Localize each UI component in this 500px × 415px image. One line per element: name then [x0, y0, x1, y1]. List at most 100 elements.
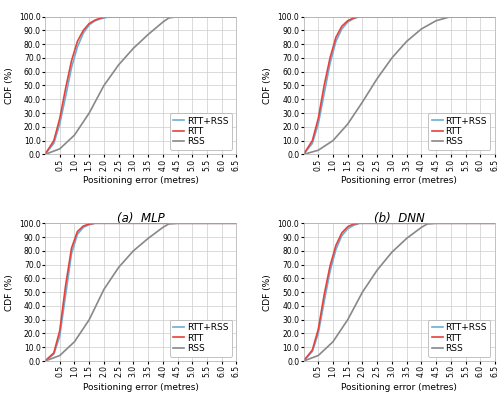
- Line: RTT+RSS: RTT+RSS: [45, 17, 236, 154]
- RTT: [321, 293, 327, 298]
- Line: RTT: RTT: [45, 17, 236, 154]
- Text: (a)  MLP: (a) MLP: [117, 212, 164, 225]
- Y-axis label: CDF (%): CDF (%): [263, 67, 272, 104]
- Line: RSS: RSS: [304, 17, 495, 154]
- RSS: [234, 14, 239, 19]
- RTT: [315, 327, 321, 332]
- RSS: [404, 236, 409, 241]
- RSS: [418, 27, 424, 32]
- RTT: [492, 14, 498, 19]
- X-axis label: Positioning error (metres): Positioning error (metres): [342, 176, 457, 185]
- RTT: [42, 152, 48, 157]
- RTT: [492, 221, 498, 226]
- RSS: [315, 353, 321, 358]
- RTT: [356, 221, 362, 226]
- RSS: [360, 100, 366, 105]
- RSS: [86, 317, 92, 322]
- RSS: [492, 221, 498, 226]
- Line: RSS: RSS: [304, 223, 495, 361]
- RTT+RSS: [315, 122, 321, 127]
- RTT: [344, 224, 350, 229]
- RSS: [330, 138, 336, 143]
- RTT: [327, 56, 333, 61]
- RSS: [72, 339, 78, 344]
- RSS: [344, 317, 350, 322]
- RTT: [92, 17, 98, 22]
- RSS: [330, 339, 336, 344]
- Line: RSS: RSS: [45, 17, 236, 154]
- RTT: [339, 230, 345, 235]
- RTT+RSS: [92, 221, 98, 226]
- RTT+RSS: [68, 251, 74, 256]
- RTT+RSS: [350, 223, 356, 228]
- RSS: [130, 46, 136, 51]
- RTT+RSS: [315, 331, 321, 336]
- RTT: [51, 138, 57, 143]
- RTT+RSS: [327, 61, 333, 66]
- RTT+RSS: [74, 44, 80, 49]
- RTT+RSS: [234, 221, 239, 226]
- RSS: [116, 265, 121, 270]
- RTT+RSS: [86, 22, 92, 27]
- RTT+RSS: [62, 94, 68, 99]
- Line: RTT+RSS: RTT+RSS: [304, 17, 495, 154]
- RTT: [74, 39, 80, 44]
- RSS: [130, 248, 136, 253]
- RSS: [166, 15, 172, 20]
- RSS: [424, 222, 430, 227]
- RTT: [80, 28, 86, 33]
- RTT+RSS: [56, 334, 62, 339]
- RSS: [344, 122, 350, 127]
- RTT+RSS: [350, 16, 356, 21]
- RTT: [321, 83, 327, 88]
- X-axis label: Positioning error (metres): Positioning error (metres): [83, 383, 198, 392]
- RTT+RSS: [68, 65, 74, 70]
- RTT+RSS: [80, 225, 86, 230]
- RTT: [116, 14, 121, 19]
- RTT: [56, 328, 62, 333]
- RTT+RSS: [92, 18, 98, 23]
- RTT: [80, 224, 86, 229]
- RTT+RSS: [333, 39, 339, 44]
- Y-axis label: CDF (%): CDF (%): [4, 274, 14, 310]
- RTT: [362, 14, 368, 19]
- RSS: [174, 221, 180, 226]
- RTT+RSS: [362, 221, 368, 226]
- RTT: [339, 24, 345, 29]
- Y-axis label: CDF (%): CDF (%): [263, 274, 272, 310]
- RSS: [448, 14, 454, 19]
- RTT+RSS: [321, 91, 327, 96]
- RTT: [86, 21, 92, 26]
- X-axis label: Positioning error (metres): Positioning error (metres): [342, 383, 457, 392]
- RTT+RSS: [344, 226, 350, 231]
- RSS: [145, 32, 151, 37]
- RSS: [42, 152, 48, 157]
- RSS: [234, 221, 239, 226]
- RSS: [418, 225, 424, 230]
- RTT: [62, 283, 68, 288]
- RSS: [86, 110, 92, 115]
- RTT+RSS: [310, 349, 316, 354]
- RTT: [310, 138, 316, 143]
- RTT+RSS: [492, 221, 498, 226]
- RTT+RSS: [62, 293, 68, 298]
- RTT: [362, 221, 368, 226]
- RTT: [104, 14, 110, 19]
- RTT+RSS: [104, 15, 110, 20]
- Text: (b)  DNN: (b) DNN: [374, 212, 424, 225]
- RSS: [116, 62, 121, 67]
- Legend: RTT+RSS, RTT, RSS: RTT+RSS, RTT, RSS: [428, 320, 490, 356]
- RSS: [101, 83, 107, 88]
- Line: RTT+RSS: RTT+RSS: [45, 223, 236, 361]
- RSS: [166, 222, 172, 227]
- RTT: [333, 35, 339, 40]
- RSS: [433, 18, 439, 23]
- RTT+RSS: [327, 269, 333, 274]
- RTT+RSS: [51, 141, 57, 146]
- RTT: [350, 222, 356, 227]
- RSS: [374, 76, 380, 81]
- RTT+RSS: [310, 141, 316, 146]
- RTT+RSS: [234, 14, 239, 19]
- RTT: [86, 222, 92, 227]
- RTT: [350, 15, 356, 20]
